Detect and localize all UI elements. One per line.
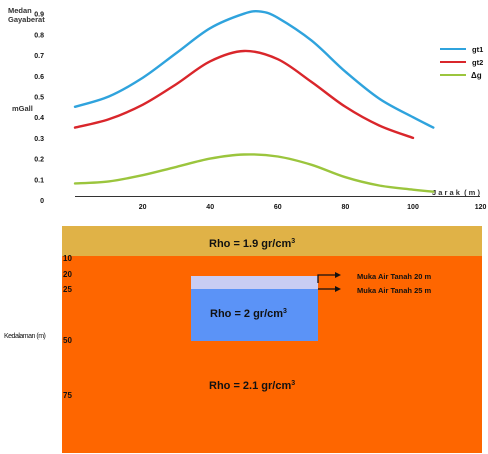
depth-tick-50: 50 — [63, 336, 72, 345]
layer-label-water: Rho = 2 gr/cm3 — [210, 308, 287, 320]
top-layer — [62, 226, 482, 256]
y-tick-label: 0.5 — [34, 95, 44, 102]
layer-label-top-text: Rho = 1.9 gr/cm — [209, 238, 291, 250]
legend-label-delta-g: Δg — [471, 71, 482, 80]
layer-label-water-text: Rho = 2 gr/cm — [210, 308, 283, 320]
series-lines — [73, 10, 435, 193]
layer-label-bottom: Rho = 2.1 gr/cm3 — [209, 380, 295, 392]
y-axis-unit: mGall — [12, 104, 33, 113]
y-axis-title-line-2: Gayaberat — [8, 15, 45, 24]
annotation-water-20m: Muka Air Tanah 20 m — [357, 272, 432, 281]
arrow-20m — [317, 274, 335, 283]
x-tick-label: 80 — [342, 204, 350, 211]
arrow-20m-head — [335, 272, 341, 278]
depth-tick-75: 75 — [63, 391, 72, 400]
x-tick-label: 60 — [274, 204, 282, 211]
depth-tick-10: 10 — [63, 254, 72, 263]
water-body — [191, 289, 318, 341]
depth-tick-20: 20 — [63, 270, 72, 279]
x-tick-label: 20 — [139, 204, 147, 211]
x-axis-title: J a r a k ( m ) — [432, 188, 480, 197]
y-tick-label: 0.9 — [34, 12, 44, 19]
y-tick-labels: 0 0.1 0.2 0.3 0.4 0.5 0.6 0.7 0.8 0.9 — [34, 12, 44, 205]
arrow-25m-head — [335, 286, 341, 292]
y-tick-label: 0.8 — [34, 32, 44, 39]
y-tick-label: 0.2 — [34, 157, 44, 164]
x-tick-label: 120 — [475, 204, 487, 211]
layer-label-water-sup: 3 — [283, 308, 287, 315]
y-tick-label: 0.6 — [34, 74, 44, 81]
y-tick-label: 0.3 — [34, 136, 44, 143]
series-line-gt2 — [73, 49, 415, 140]
annotation-water-25m: Muka Air Tanah 25 m — [357, 286, 432, 295]
layer-label-bottom-text: Rho = 2.1 gr/cm — [209, 380, 291, 392]
y-tick-label: 0.1 — [34, 177, 44, 184]
depth-tick-25: 25 — [63, 285, 72, 294]
x-tick-label: 40 — [206, 204, 214, 211]
layer-label-top: Rho = 1.9 gr/cm3 — [209, 238, 295, 250]
legend-label-gt2: gt2 — [472, 58, 483, 67]
water-table-band — [191, 276, 318, 289]
legend: gt1 gt2 Δg — [440, 45, 483, 80]
y-axis-title-line-1: Medan — [8, 6, 32, 15]
series-line-gt1 — [73, 10, 435, 129]
series-line-delta-g — [73, 153, 435, 193]
depth-axis-label: Kedalaman (m) — [4, 333, 46, 340]
density-cross-section: Rho = 1.9 gr/cm3 Rho = 2 gr/cm3 Rho = 2.… — [4, 226, 482, 453]
layer-label-top-sup: 3 — [291, 238, 295, 245]
y-tick-label: 0.7 — [34, 53, 44, 60]
layer-label-bottom-sup: 3 — [291, 380, 295, 387]
gravity-chart: Medan Gayaberat mGall J a r a k ( m ) 00… — [8, 6, 487, 211]
y-tick-label: 0 — [40, 198, 44, 205]
legend-label-gt1: gt1 — [472, 45, 483, 54]
x-tick-labels: 20 40 60 80 100 120 — [139, 204, 487, 211]
y-tick-label: 0.4 — [34, 115, 44, 122]
x-tick-label: 100 — [407, 204, 419, 211]
